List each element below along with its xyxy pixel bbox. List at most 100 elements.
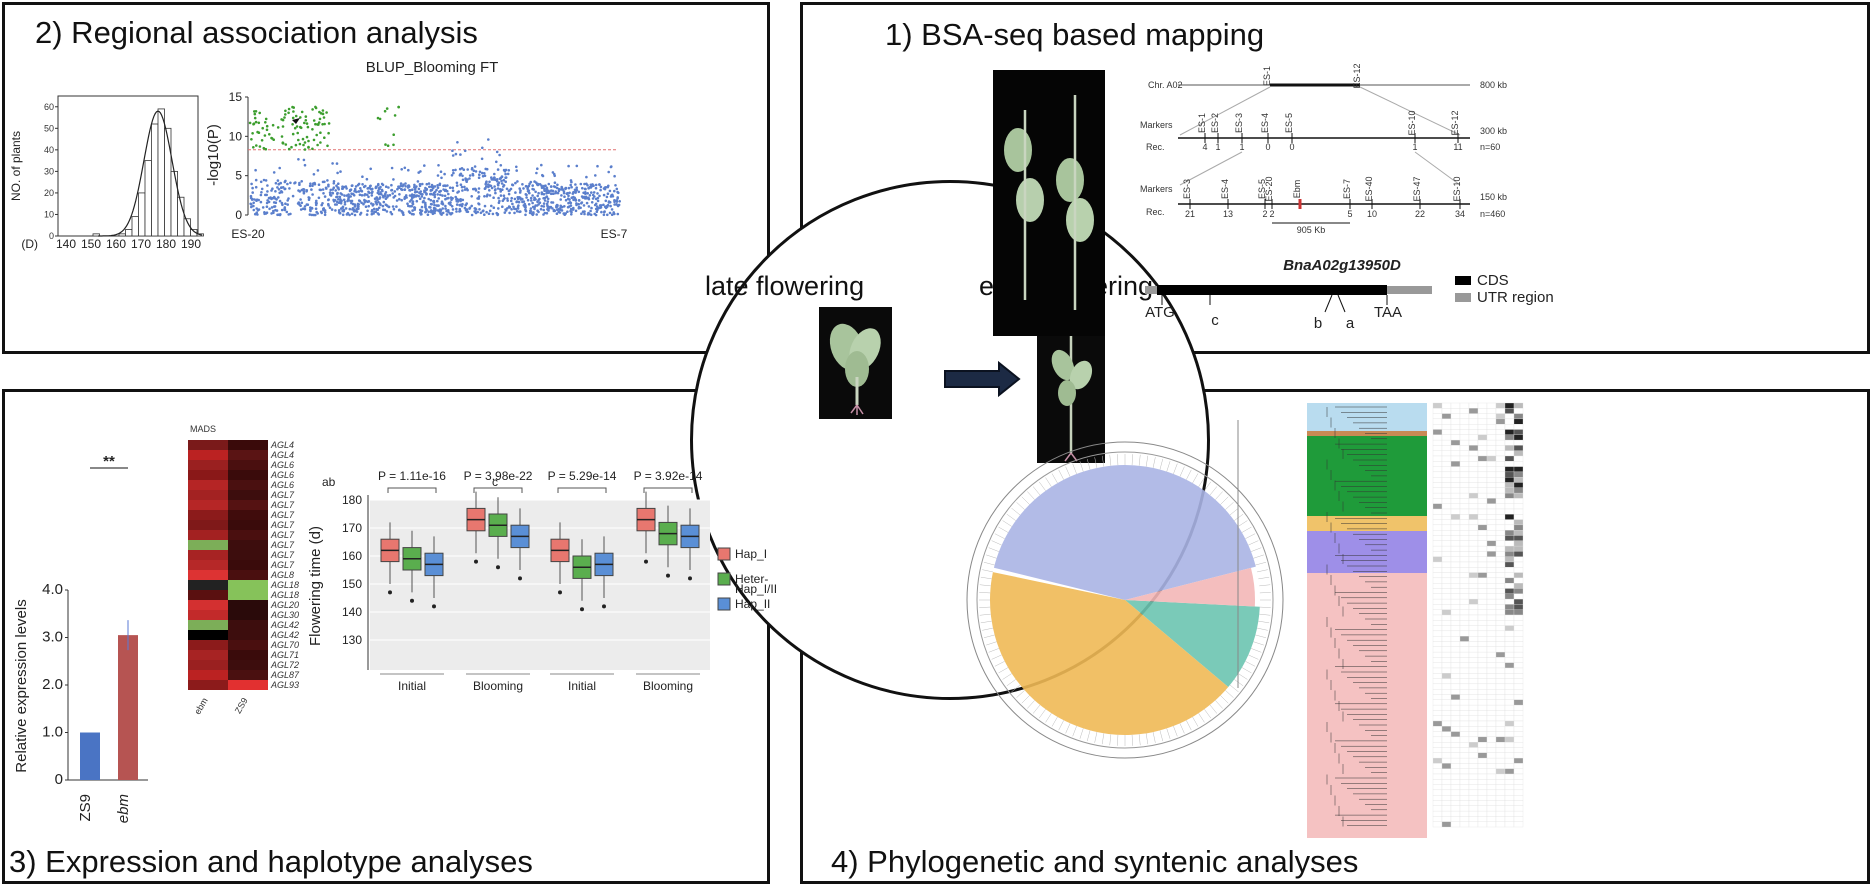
manhattan-point xyxy=(496,187,500,190)
manhattan-point xyxy=(393,190,397,193)
manhattan-point xyxy=(322,207,326,210)
manhattan-point xyxy=(286,203,290,206)
grid-cell xyxy=(1477,530,1488,536)
grid-cell xyxy=(1432,667,1443,674)
grid-cell xyxy=(1486,800,1497,806)
manhattan-point xyxy=(481,171,484,175)
grid-cell xyxy=(1504,704,1515,711)
phylo-branch xyxy=(986,641,997,646)
panel-title: 4) Phylogenetic and syntenic analyses xyxy=(831,844,1359,879)
grid-cell xyxy=(1477,720,1488,727)
manhattan-point xyxy=(367,190,370,194)
boxplot-ytick: 160 xyxy=(342,549,362,563)
scale-label: 300 kb xyxy=(1480,126,1507,136)
manhattan-point xyxy=(380,182,384,186)
grid-cell xyxy=(1468,577,1479,584)
manhattan-point xyxy=(556,191,560,195)
utr-left xyxy=(1145,286,1157,294)
manhattan-point xyxy=(254,185,258,189)
grid-cell xyxy=(1495,498,1506,504)
box-outlier xyxy=(432,604,436,609)
manhattan-point xyxy=(507,192,511,196)
phylo-branch xyxy=(1255,634,1267,639)
manhattan-point xyxy=(276,186,279,189)
grid-cell xyxy=(1495,625,1506,632)
zoom-line xyxy=(1414,151,1461,186)
manhattan-point xyxy=(558,208,562,211)
manhattan-point xyxy=(478,208,481,211)
manhattan-point xyxy=(606,213,609,217)
grid-cell xyxy=(1477,810,1488,817)
manhattan-point xyxy=(256,209,260,212)
manhattan-point xyxy=(497,207,500,210)
grid-cell xyxy=(1459,551,1470,557)
grid-cell xyxy=(1513,816,1524,822)
manhattan-point xyxy=(375,203,379,206)
manhattan-point xyxy=(577,205,581,209)
box-outlier xyxy=(518,576,522,581)
manhattan-point xyxy=(403,197,406,201)
grid-cell xyxy=(1432,630,1443,637)
manhattan-point xyxy=(268,133,271,136)
phylo-branch xyxy=(1131,734,1133,746)
heat-cell xyxy=(188,600,228,610)
boxplot-group-label: Initial xyxy=(398,679,426,693)
manhattan-point xyxy=(317,196,321,200)
grid-cell xyxy=(1504,450,1515,457)
grid-cell xyxy=(1441,625,1452,632)
grid-cell xyxy=(1495,461,1506,467)
manhattan-point xyxy=(367,195,370,199)
manhattan-point xyxy=(335,184,338,187)
grid-cell xyxy=(1432,455,1443,462)
manhattan-point xyxy=(554,185,557,189)
manhattan-point xyxy=(423,196,426,200)
manhattan-point xyxy=(310,188,313,191)
grid-cell xyxy=(1441,694,1452,700)
manhattan-point xyxy=(401,184,404,188)
manhattan-point xyxy=(521,200,524,204)
heat-cell xyxy=(228,580,268,590)
grid-cell xyxy=(1504,784,1515,791)
grid-cell xyxy=(1441,789,1452,796)
heat-gene-label: AGL7 xyxy=(270,520,295,530)
manhattan-point xyxy=(440,176,443,180)
grid-cell xyxy=(1513,466,1524,473)
phylo-branch xyxy=(1032,486,1041,496)
manhattan-point xyxy=(362,202,365,206)
manhattan-point xyxy=(618,200,621,203)
grid-cell xyxy=(1432,503,1443,510)
manhattan-point xyxy=(492,206,496,209)
grid-cell xyxy=(1486,455,1497,462)
manhattan-point xyxy=(585,175,588,179)
manhattan-point xyxy=(556,183,559,187)
grid-cell xyxy=(1468,519,1479,526)
manhattan-point xyxy=(464,179,468,182)
manhattan-point xyxy=(252,201,255,205)
grid-cell xyxy=(1486,413,1497,420)
manhattan-point xyxy=(305,135,309,139)
grid-cell xyxy=(1432,508,1443,515)
grid-cell xyxy=(1513,413,1524,420)
manhattan-point xyxy=(266,184,269,187)
manhattan-point xyxy=(493,188,497,192)
manhattan-point xyxy=(454,168,457,172)
manhattan-point xyxy=(251,132,254,135)
manhattan-point xyxy=(527,203,531,206)
manhattan-point xyxy=(303,163,307,167)
heat-cell xyxy=(228,670,268,680)
marker-label: ES-5 xyxy=(1284,113,1294,133)
manhattan-point xyxy=(484,181,488,184)
manhattan-point xyxy=(441,203,445,206)
grid-cell xyxy=(1441,408,1452,414)
grid-cell xyxy=(1468,514,1479,520)
grid-cell xyxy=(1513,789,1524,796)
grid-cell xyxy=(1477,678,1488,685)
heat-cell xyxy=(188,440,228,450)
grid-cell xyxy=(1495,408,1506,414)
grid-cell xyxy=(1459,461,1470,467)
manhattan-point xyxy=(367,200,371,203)
grid-cell xyxy=(1477,561,1488,568)
manhattan-point xyxy=(563,195,566,198)
marker-label: Ebm xyxy=(1292,180,1302,199)
manhattan-point xyxy=(280,135,284,138)
